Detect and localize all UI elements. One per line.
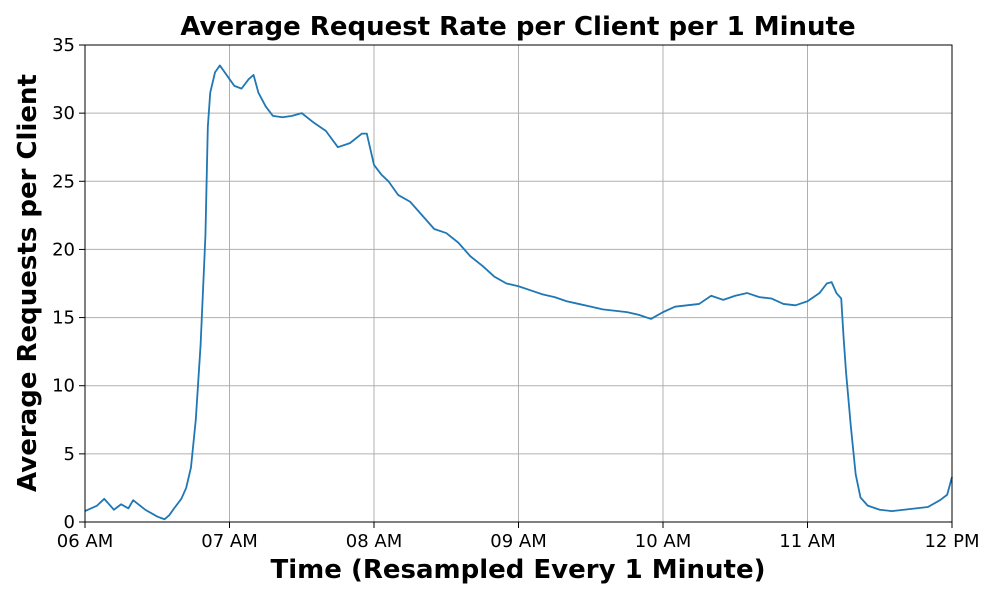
y-tick-label: 35	[52, 35, 75, 56]
x-tick-label: 09 AM	[490, 531, 546, 552]
y-tick-label: 0	[64, 512, 75, 533]
grid-lines	[85, 45, 952, 522]
y-tick-label: 25	[52, 171, 75, 192]
y-axis-label: Average Requests per Client	[13, 74, 43, 492]
y-tick-label: 15	[52, 308, 75, 329]
x-axis-label: Time (Resampled Every 1 Minute)	[271, 555, 766, 585]
x-tick-label: 12 PM	[924, 531, 979, 552]
x-tick-label: 07 AM	[201, 531, 257, 552]
y-tick-label: 30	[52, 103, 75, 124]
x-tick-label: 11 AM	[779, 531, 835, 552]
y-tick-label: 10	[52, 376, 75, 397]
x-tick-label: 06 AM	[57, 531, 113, 552]
y-tick-label: 5	[64, 444, 75, 465]
series-layer	[84, 64, 953, 521]
axis-ticks: 06 AM 07 AM 08 AM 09 AM 10 AM 11 AM 12 PM 0 5 10 1…	[52, 35, 979, 552]
y-tick-label: 20	[52, 239, 75, 260]
x-tick-label: 08 AM	[346, 531, 402, 552]
chart-title: Average Request Rate per Client per 1 Mi…	[180, 12, 855, 42]
x-tick-label: 10 AM	[635, 531, 691, 552]
series-line	[84, 64, 953, 521]
